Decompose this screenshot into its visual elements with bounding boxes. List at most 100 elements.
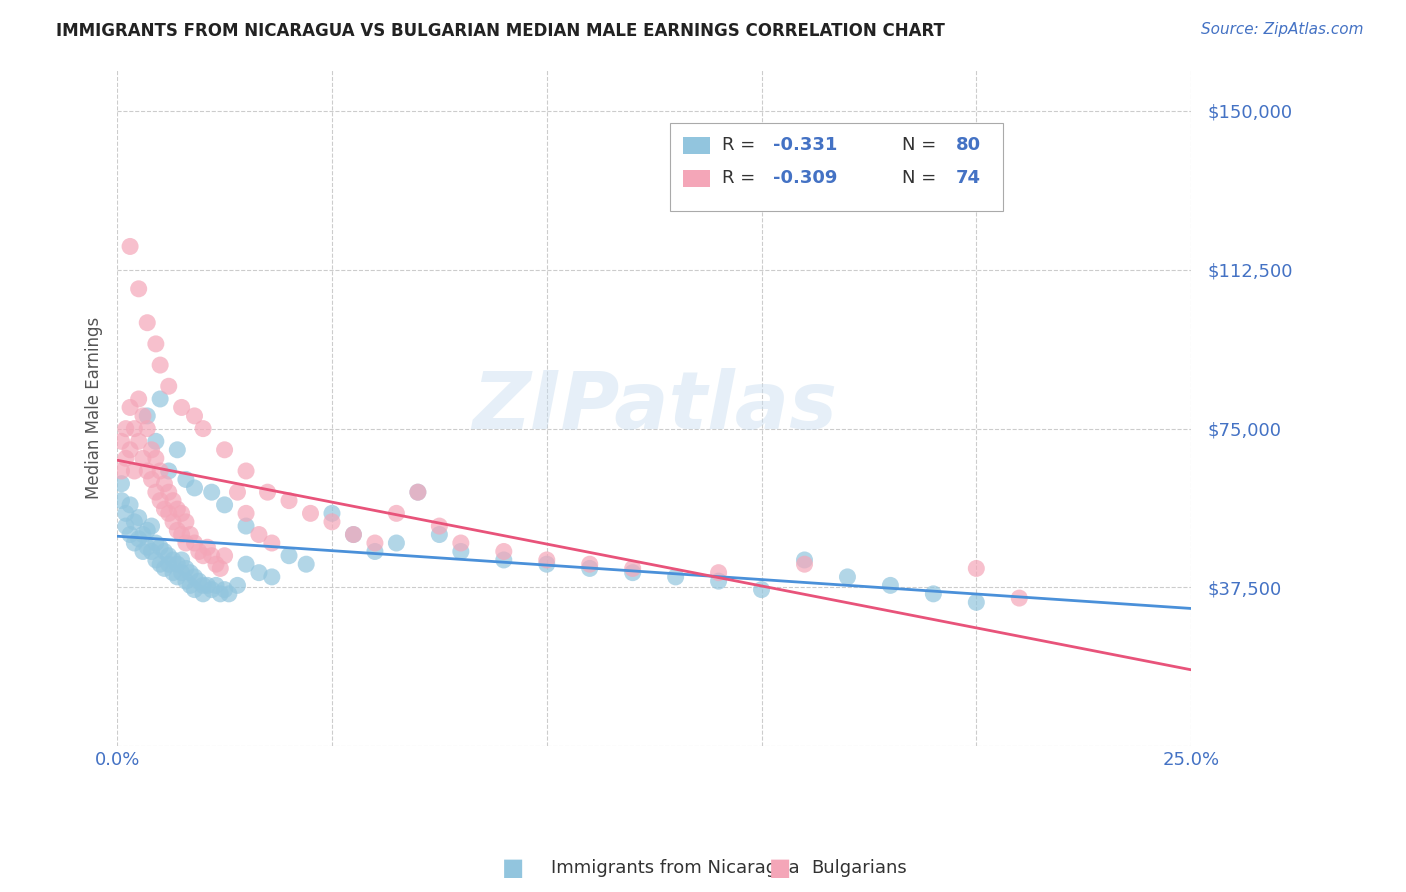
Point [201,582,224,597]
Point [191,587,214,601]
Point [247,566,270,580]
Point [170,507,193,521]
Point [120,442,142,457]
Point [136,464,159,478]
Point [153,502,176,516]
Point [149,392,172,406]
Point [170,553,193,567]
Point [218,587,240,601]
Point [141,473,163,487]
Point [342,527,364,541]
Point [183,409,205,423]
Text: ■: ■ [502,856,524,880]
Point [128,392,150,406]
Point [149,541,172,555]
Point [136,422,159,436]
Point [136,541,159,555]
Point [114,422,136,436]
Point [132,527,155,541]
Point [149,493,172,508]
Point [183,570,205,584]
Text: -0.331: -0.331 [773,136,838,154]
Point [183,536,205,550]
Point [157,379,180,393]
Point [157,549,180,563]
Point [124,515,146,529]
Point [179,566,201,580]
Point [170,527,193,541]
Point [136,316,159,330]
Point [179,578,201,592]
Point [157,558,180,572]
Point [128,532,150,546]
Point [321,507,343,521]
Point [120,498,142,512]
Point [201,549,224,563]
Point [364,544,387,558]
Point [124,422,146,436]
Point [114,451,136,466]
Text: ■: ■ [769,856,792,880]
Point [120,527,142,541]
Point [162,515,184,529]
Text: Immigrants from Nicaragua: Immigrants from Nicaragua [551,859,800,877]
Point [162,493,184,508]
Point [110,476,132,491]
Text: IMMIGRANTS FROM NICARAGUA VS BULGARIAN MEDIAN MALE EARNINGS CORRELATION CHART: IMMIGRANTS FROM NICARAGUA VS BULGARIAN M… [56,22,945,40]
Point [149,558,172,572]
Point [299,507,322,521]
Point [278,493,301,508]
Point [166,558,188,572]
Point [342,527,364,541]
Point [965,561,987,575]
Point [124,464,146,478]
Point [621,561,644,575]
Point [149,358,172,372]
Point [209,561,232,575]
Point [707,574,730,589]
Point [665,570,688,584]
Point [145,553,167,567]
Point [170,401,193,415]
Point [166,524,188,538]
Point [197,578,219,592]
Point [191,422,214,436]
Point [145,536,167,550]
Point [114,519,136,533]
Point [191,549,214,563]
Point [214,582,236,597]
Text: 80: 80 [956,136,981,154]
Point [141,442,163,457]
Text: Source: ZipAtlas.com: Source: ZipAtlas.com [1201,22,1364,37]
Point [247,527,270,541]
Point [256,485,278,500]
Point [187,544,209,558]
Point [136,524,159,538]
Point [149,464,172,478]
Point [197,541,219,555]
Point [110,434,132,449]
Point [170,566,193,580]
Point [621,566,644,580]
Point [120,401,142,415]
Point [205,558,228,572]
Point [406,485,429,500]
Text: ZIPatlas: ZIPatlas [471,368,837,446]
Point [110,464,132,478]
Point [235,507,257,521]
Point [145,337,167,351]
Point [879,578,901,592]
Point [536,553,558,567]
Point [751,582,773,597]
Point [128,282,150,296]
Text: -0.309: -0.309 [773,169,838,187]
Point [837,570,859,584]
Point [492,544,515,558]
Point [922,587,945,601]
Text: R =: R = [721,169,761,187]
Point [1008,591,1031,605]
Point [536,558,558,572]
Point [166,570,188,584]
Point [214,549,236,563]
Text: Bulgarians: Bulgarians [811,859,907,877]
